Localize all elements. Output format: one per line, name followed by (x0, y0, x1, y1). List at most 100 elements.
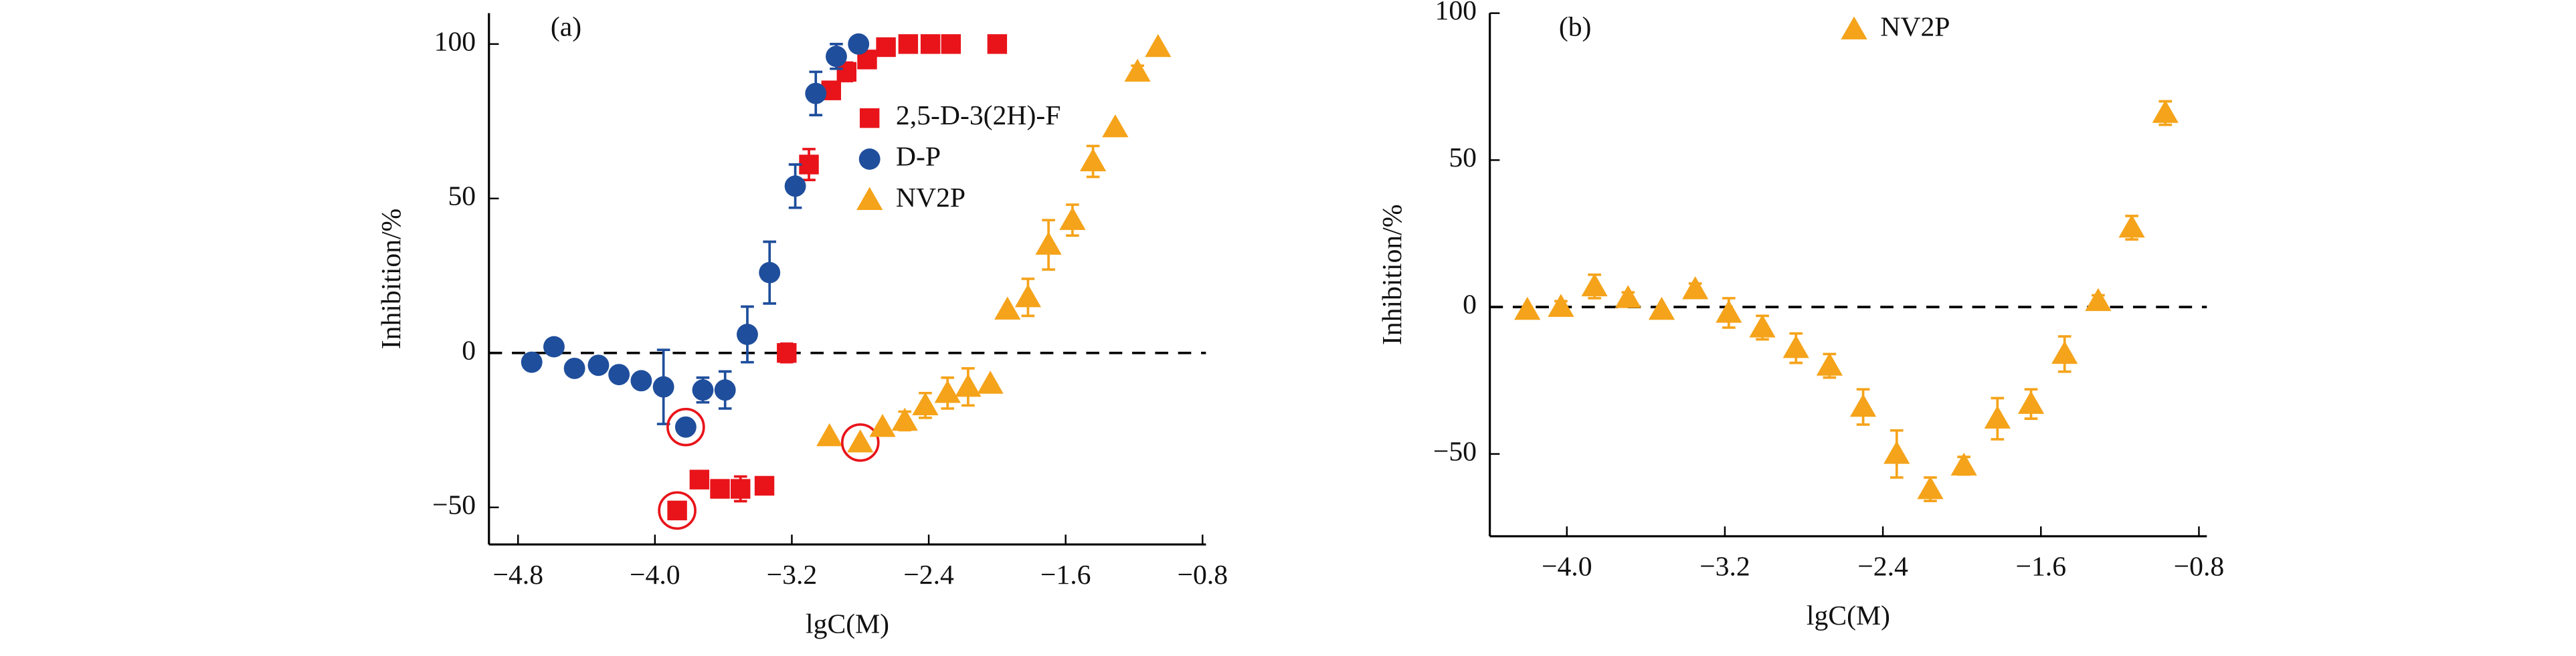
triangle-marker (2085, 288, 2112, 312)
circle-marker (692, 379, 714, 401)
x-axis-label: lgC(M) (806, 609, 889, 639)
triangle-marker (2118, 214, 2145, 238)
x-tick-label: −4.0 (630, 560, 680, 590)
highlight-circle (666, 407, 705, 447)
triangle-marker (1124, 58, 1151, 82)
triangle-marker (2017, 391, 2045, 414)
circle-marker (737, 324, 758, 346)
circle-marker (826, 45, 847, 68)
x-tick-label: −4.0 (1542, 552, 1592, 582)
legend-label: D-P (896, 141, 941, 172)
triangle-marker (1145, 33, 1172, 58)
triangle-marker (891, 407, 918, 431)
circle-marker (521, 351, 543, 373)
highlight-circle (658, 491, 697, 530)
square-marker (799, 154, 819, 175)
circle-marker (714, 379, 736, 401)
triangle-marker (1917, 475, 1944, 500)
square-marker (987, 34, 1008, 54)
y-tick-label: −50 (1433, 436, 1477, 467)
legend-label: NV2P (896, 183, 965, 213)
x-tick-label: −1.6 (1040, 560, 1091, 590)
triangle-marker (1102, 114, 1129, 138)
circle-marker (630, 370, 652, 392)
x-tick-label: −4.8 (492, 560, 543, 590)
x-axis-label: lgC(M) (1807, 600, 1890, 631)
highlight-circle (840, 423, 880, 462)
x-tick-label: −3.2 (1699, 552, 1750, 582)
y-tick-label: 0 (1463, 290, 1477, 320)
circle-marker (652, 376, 674, 398)
triangle-marker (1035, 231, 1062, 255)
circle-marker (563, 357, 585, 379)
circle-marker (805, 82, 827, 104)
circle-marker (674, 416, 697, 438)
triangle-marker (1749, 314, 1776, 338)
triangle-marker (934, 380, 961, 403)
circle-marker (858, 148, 881, 170)
y-tick-label: 100 (434, 26, 476, 57)
y-axis-label: Inhibition/% (1377, 204, 1408, 345)
x-tick-label: −2.4 (1857, 552, 1908, 582)
x-tick-label: −0.8 (1177, 560, 1228, 590)
triangle-marker (1716, 300, 1742, 323)
circle-marker (608, 364, 630, 386)
square-marker (898, 34, 919, 54)
square-marker (754, 475, 775, 496)
y-tick-label: 50 (1449, 142, 1477, 173)
triangle-marker (1841, 16, 1867, 39)
square-marker (920, 34, 941, 54)
square-marker (667, 500, 687, 521)
square-marker (876, 37, 896, 58)
triangle-marker (816, 423, 843, 447)
triangle-marker (955, 373, 982, 397)
triangle-marker (1014, 284, 1042, 308)
triangle-marker (1883, 441, 1910, 464)
triangle-marker (856, 187, 883, 210)
x-tick-label: −3.2 (767, 560, 818, 590)
circle-marker (784, 175, 806, 197)
square-marker (859, 108, 880, 128)
triangle-marker (1059, 207, 1086, 230)
circle-marker (759, 261, 781, 284)
legend-label: 2,5-D-3(2H)-F (896, 100, 1061, 131)
triangle-marker (1682, 276, 1709, 300)
panel-label: (b) (1559, 12, 1592, 43)
triangle-marker (1581, 273, 1608, 297)
legend-label: NV2P (1880, 12, 1950, 43)
y-axis-label: Inhibition/% (376, 209, 407, 350)
triangle-marker (1950, 452, 1977, 476)
square-marker (689, 469, 710, 489)
triangle-marker (869, 414, 896, 437)
square-marker (941, 34, 961, 54)
triangle-marker (1984, 405, 2011, 429)
triangle-marker (1514, 296, 1541, 320)
x-tick-label: −1.6 (2015, 552, 2066, 582)
x-tick-label: −0.8 (2174, 552, 2225, 582)
circle-marker (587, 354, 610, 376)
triangle-marker (1079, 148, 1107, 172)
y-tick-label: 50 (448, 181, 476, 211)
triangle-marker (912, 392, 939, 416)
triangle-marker (2051, 340, 2078, 364)
y-tick-label: 100 (1435, 0, 1477, 26)
square-marker (731, 479, 751, 499)
triangle-marker (1816, 352, 1843, 376)
triangle-marker (1849, 393, 1877, 417)
panel-label: (a) (551, 12, 581, 43)
circle-marker (543, 336, 565, 358)
square-marker (777, 343, 797, 363)
circle-marker (848, 33, 870, 55)
triangle-marker (1548, 294, 1574, 317)
square-marker (710, 479, 730, 499)
triangle-marker (2152, 100, 2179, 123)
triangle-marker (994, 296, 1021, 320)
y-tick-label: −50 (432, 489, 476, 520)
triangle-marker (1782, 335, 1809, 358)
triangle-marker (1648, 296, 1675, 320)
triangle-marker (977, 370, 1004, 394)
triangle-marker (847, 429, 874, 453)
triangle-marker (1615, 285, 1641, 308)
x-tick-label: −2.4 (903, 560, 954, 590)
y-tick-label: 0 (462, 335, 476, 366)
